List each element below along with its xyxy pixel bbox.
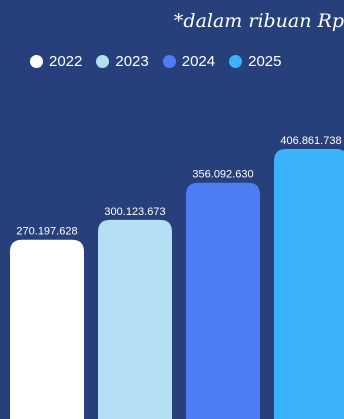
legend-item-2023: 2023 (96, 53, 149, 70)
bar-2023 (98, 219, 172, 419)
legend-label-2025: 2025 (248, 53, 282, 70)
value-label-2025: 406.861.738 (280, 135, 341, 147)
bar-2024 (186, 182, 260, 419)
bar-2025 (274, 149, 344, 419)
legend-item-2022: 2022 (30, 53, 82, 70)
legend-label-2023: 2023 (115, 53, 149, 70)
legend-label-2024: 2024 (181, 53, 216, 70)
unit-note: *dalam ribuan Rp (173, 10, 344, 32)
legend-dot-2024 (162, 55, 176, 68)
value-label-2023: 300.123.673 (104, 206, 165, 218)
legend-label-2022: 2022 (49, 53, 83, 70)
bar-2022 (10, 239, 84, 419)
legend-item-2024: 2024 (162, 53, 216, 70)
legend-dot-2022 (30, 55, 43, 68)
value-label-2022: 270.197.628 (16, 226, 77, 238)
legend-dot-2025 (229, 55, 243, 68)
legend-item-2025: 2025 (229, 53, 282, 70)
legend-dot-2023 (96, 55, 110, 68)
value-label-2024: 356.092.630 (192, 169, 253, 181)
chart-legend: 2022 2023 2024 2025 (30, 53, 296, 70)
